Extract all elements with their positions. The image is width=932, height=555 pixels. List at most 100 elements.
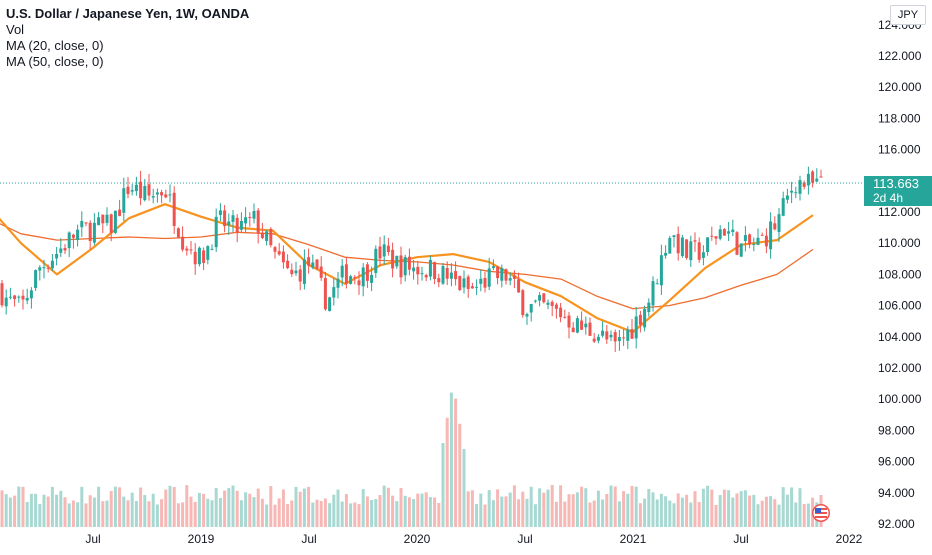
- volume-bar: [680, 497, 684, 527]
- volume-bar: [420, 493, 424, 527]
- volume-bar: [525, 498, 529, 527]
- volume-bar: [483, 504, 487, 527]
- candle-body: [328, 297, 332, 312]
- candle-body: [181, 236, 185, 250]
- candle-body: [239, 220, 243, 230]
- candle-body: [735, 232, 739, 255]
- volume-bar: [0, 490, 4, 527]
- legend-ma50[interactable]: MA (50, close, 0): [6, 54, 104, 69]
- candle-body: [277, 251, 281, 255]
- candle-body: [664, 252, 668, 256]
- candle-body: [449, 272, 453, 279]
- volume-bar: [554, 501, 558, 527]
- symbol-title[interactable]: U.S. Dollar / Japanese Yen, 1W, OANDA: [6, 6, 250, 21]
- volume-bars: [0, 392, 823, 527]
- volume-bar: [428, 497, 432, 527]
- candle-body: [231, 215, 235, 222]
- y-tick-label: 98.000: [878, 423, 915, 437]
- volume-bar: [4, 494, 8, 527]
- candle-body: [256, 210, 260, 234]
- candle-body: [697, 242, 701, 260]
- candle-body: [223, 210, 227, 227]
- candle-body: [55, 253, 59, 259]
- candle-body: [605, 331, 609, 340]
- candle-body: [613, 332, 617, 342]
- volume-bar: [731, 497, 735, 527]
- volume-bar: [344, 494, 348, 527]
- candle-body: [445, 267, 449, 279]
- volume-bar: [391, 495, 395, 527]
- legend-ma20[interactable]: MA (20, close, 0): [6, 38, 104, 53]
- volume-bar: [374, 499, 378, 527]
- candle-body: [550, 301, 554, 306]
- candle-body: [210, 248, 214, 250]
- candle-body: [706, 237, 710, 252]
- volume-bar: [97, 486, 101, 527]
- volume-bar: [626, 493, 630, 527]
- candle-body: [790, 190, 794, 193]
- candle-body: [227, 221, 231, 226]
- volume-bar: [101, 501, 105, 527]
- volume-bar: [689, 502, 693, 527]
- candle-body: [336, 278, 340, 288]
- candle-body: [815, 178, 819, 182]
- candle-body: [714, 236, 718, 239]
- candle-body: [399, 255, 403, 278]
- candle-body: [680, 237, 684, 256]
- candle-body: [357, 280, 361, 286]
- volume-bar: [563, 501, 567, 527]
- volume-bar: [210, 500, 214, 527]
- candle-body: [710, 235, 714, 237]
- candle-body: [731, 229, 735, 232]
- candle-body: [756, 237, 760, 245]
- candle-body: [395, 255, 399, 267]
- y-tick-label: 112.000: [878, 205, 921, 219]
- volume-bar: [433, 497, 437, 527]
- candle-body: [147, 184, 151, 196]
- candle-body: [206, 246, 210, 260]
- price-axis: 124.000122.000120.000118.000116.000114.0…: [878, 18, 922, 531]
- volume-bar: [479, 493, 483, 527]
- volume-bar: [29, 493, 33, 527]
- volume-bar: [794, 502, 798, 527]
- volume-bar: [542, 492, 546, 527]
- candle-body: [533, 300, 537, 302]
- legend-volume[interactable]: Vol: [6, 22, 25, 37]
- volume-bar: [248, 493, 252, 527]
- candle-body: [437, 278, 441, 283]
- volume-bar: [798, 488, 802, 527]
- volume-bar: [349, 503, 353, 527]
- y-tick-label: 96.000: [878, 455, 915, 469]
- volume-bar: [672, 503, 676, 527]
- candle-body: [8, 296, 12, 298]
- volume-bar: [664, 496, 668, 527]
- candle-body: [420, 273, 424, 275]
- volume-bar: [239, 500, 243, 527]
- volume-bar: [508, 492, 512, 527]
- candle-body: [139, 181, 143, 199]
- y-tick-label: 94.000: [878, 486, 915, 500]
- candle-body: [819, 176, 823, 178]
- y-tick-label: 104.000: [878, 330, 922, 344]
- volume-bar: [357, 504, 361, 527]
- volume-bar: [336, 489, 340, 527]
- currency-badge[interactable]: JPY: [890, 5, 926, 25]
- volume-bar: [575, 492, 579, 527]
- volume-bar: [407, 497, 411, 527]
- volume-bar: [42, 494, 46, 527]
- volume-bar: [361, 489, 365, 527]
- candle-body: [403, 256, 407, 276]
- candle-body: [647, 302, 651, 313]
- volume-bar: [630, 485, 634, 527]
- candle-body: [487, 268, 491, 287]
- candle-body: [265, 231, 269, 242]
- candle-body: [748, 234, 752, 245]
- y-tick-label: 110.000: [878, 236, 921, 250]
- volume-bar: [315, 499, 319, 527]
- volume-bar: [160, 499, 164, 527]
- candle-body: [781, 198, 785, 216]
- volume-bar: [122, 496, 126, 527]
- candle-body: [575, 318, 579, 333]
